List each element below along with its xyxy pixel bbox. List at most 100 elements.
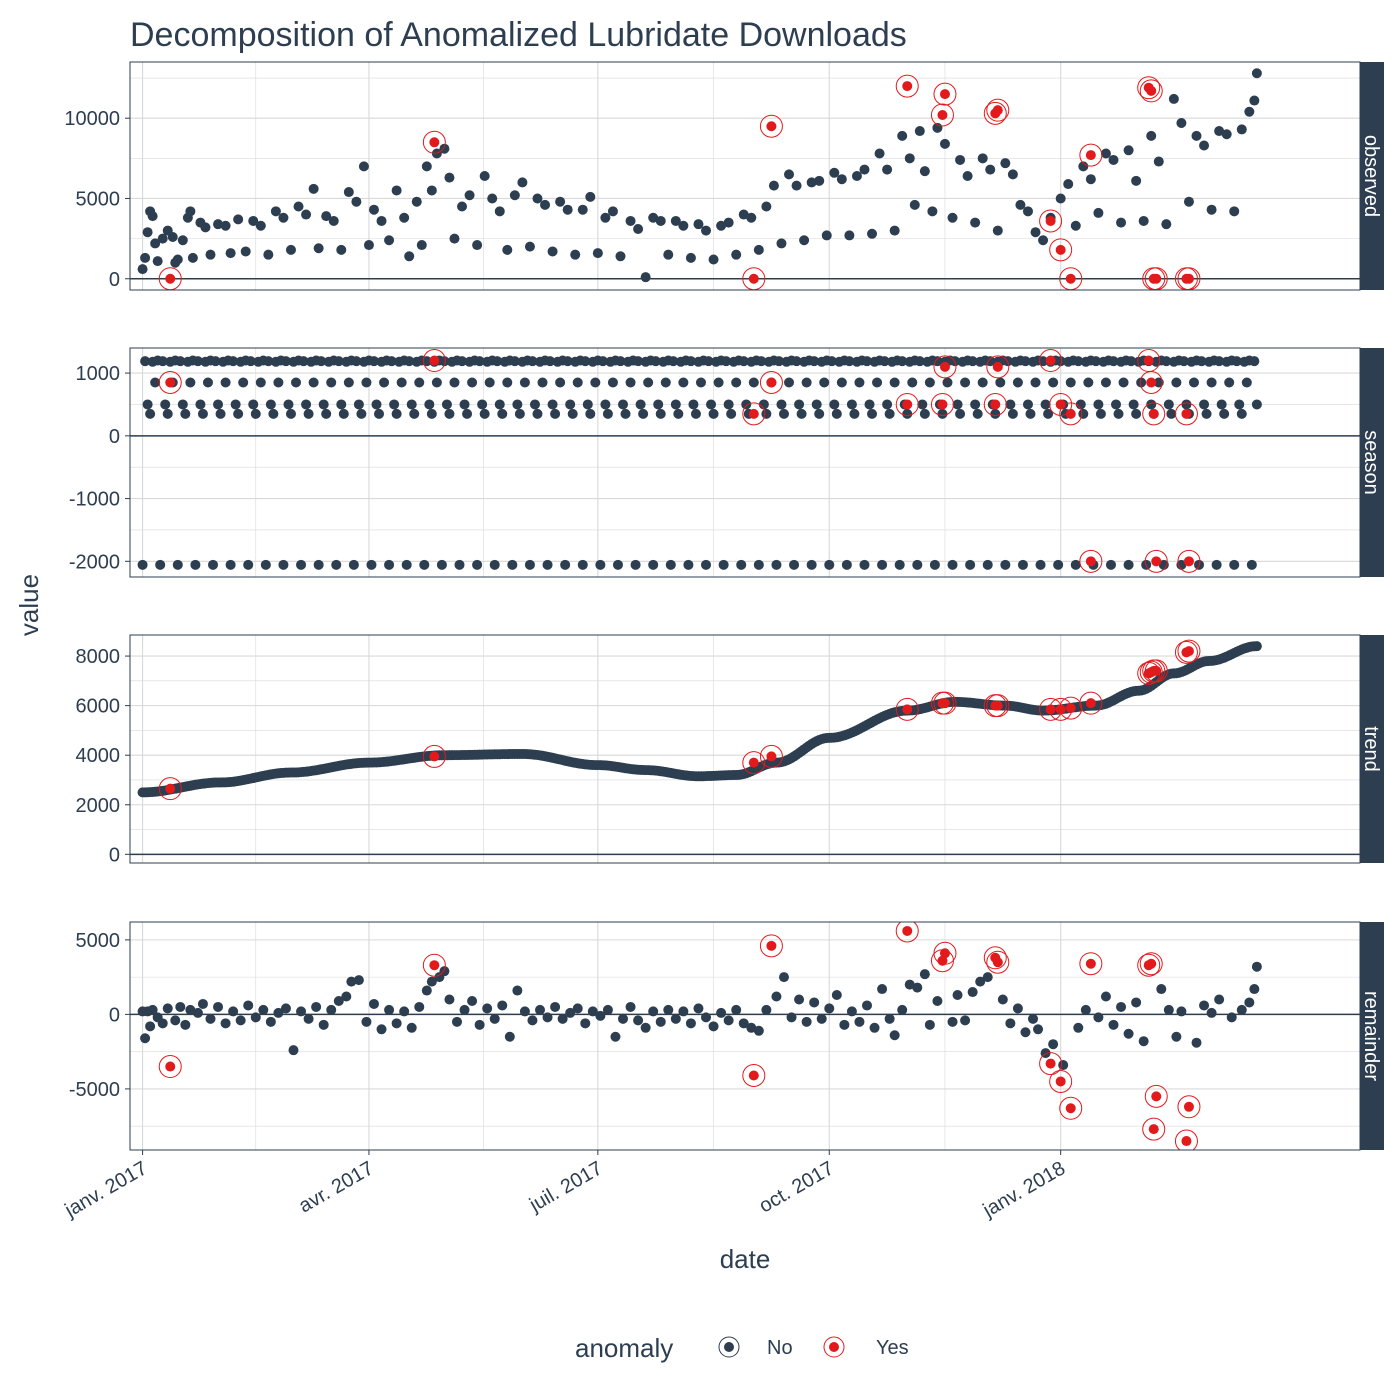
point-normal [1214, 126, 1225, 137]
point-normal [230, 399, 241, 410]
point-normal [1171, 1031, 1182, 1042]
point-normal [406, 399, 417, 410]
point-normal [1163, 1004, 1174, 1015]
point-normal [1030, 377, 1041, 388]
point-anomaly-ring [1144, 659, 1168, 683]
point-normal [509, 356, 520, 367]
point-normal [1156, 984, 1167, 995]
point-normal [849, 408, 860, 419]
point-normal [464, 190, 475, 201]
point-normal [160, 399, 171, 410]
point-normal [841, 559, 852, 570]
point-normal [213, 219, 224, 230]
point-normal [157, 1018, 168, 1029]
point-anomaly-ring [158, 1055, 182, 1079]
y-tick-label: 10000 [64, 108, 120, 130]
point-normal [859, 559, 870, 570]
legend-key-yes-dot [829, 1342, 839, 1352]
point-normal [439, 356, 450, 367]
facet-strip [1360, 62, 1384, 290]
point-normal [831, 990, 842, 1001]
point-normal [1123, 145, 1134, 156]
point-normal [439, 143, 450, 154]
point-normal [673, 408, 684, 419]
point-normal [288, 1045, 299, 1056]
x-tick-label: avr. 2017 [295, 1157, 377, 1217]
point-normal [753, 559, 764, 570]
point-normal [884, 408, 895, 419]
point-normal [738, 1018, 749, 1029]
point-anomaly [748, 757, 759, 768]
point-anomaly [1146, 958, 1157, 969]
point-normal [426, 976, 437, 987]
point-normal [678, 220, 689, 231]
point-normal [172, 559, 183, 570]
point-anomaly-ring [895, 74, 919, 98]
point-normal [889, 1030, 900, 1041]
point-normal [655, 408, 666, 419]
point-normal [1022, 399, 1033, 410]
point-anomaly-ring [1049, 238, 1073, 262]
point-normal [882, 399, 893, 410]
point-normal [897, 1004, 908, 1015]
point-normal [180, 1019, 191, 1030]
point-anomaly [766, 940, 777, 951]
point-normal [1022, 206, 1033, 217]
point-normal [1166, 408, 1177, 419]
point-normal [1224, 377, 1235, 388]
point-normal [894, 559, 905, 570]
point-normal [1073, 1022, 1084, 1033]
point-normal [1108, 1019, 1119, 1030]
point-normal [648, 1006, 659, 1017]
point-normal [1244, 997, 1255, 1008]
point-normal [210, 356, 221, 367]
point-normal [1070, 220, 1081, 231]
point-normal [826, 356, 837, 367]
point-normal [1246, 559, 1257, 570]
point-normal [303, 1013, 314, 1024]
point-anomaly [429, 355, 440, 366]
point-normal [889, 225, 900, 236]
point-normal [343, 377, 354, 388]
point-normal [1005, 399, 1016, 410]
point-normal [982, 972, 993, 983]
point-normal [467, 995, 478, 1006]
point-normal [331, 559, 342, 570]
point-normal [366, 559, 377, 570]
point-normal [1100, 377, 1111, 388]
point-normal [831, 408, 842, 419]
point-normal [197, 408, 208, 419]
point-anomaly-ring [1049, 1069, 1073, 1093]
panel-background [130, 922, 1360, 1150]
point-normal [243, 1000, 254, 1011]
y-tick-label: 0 [109, 1004, 120, 1026]
point-normal [773, 356, 784, 367]
point-normal [386, 356, 397, 367]
point-normal [789, 559, 800, 570]
point-normal [358, 161, 369, 172]
point-normal [1033, 1024, 1044, 1035]
point-anomaly-ring [895, 392, 919, 416]
point-normal [567, 408, 578, 419]
point-anomaly-ring [1177, 549, 1201, 573]
point-normal [562, 356, 573, 367]
point-anomaly [165, 783, 176, 794]
point-normal [786, 1012, 797, 1023]
point-normal [1075, 399, 1086, 410]
point-normal [615, 356, 626, 367]
x-tick-label: juil. 2017 [525, 1157, 606, 1217]
point-normal [454, 559, 465, 570]
point-normal [1028, 1013, 1039, 1024]
point-normal [997, 994, 1008, 1005]
point-normal [663, 249, 674, 260]
point-normal [185, 206, 196, 217]
point-normal [472, 559, 483, 570]
point-anomaly-ring [1174, 640, 1198, 664]
panel-points [137, 922, 1262, 1150]
point-normal [175, 356, 186, 367]
point-normal [162, 1003, 173, 1014]
point-normal [1201, 408, 1212, 419]
point-normal [492, 356, 503, 367]
point-normal [147, 1004, 158, 1015]
point-normal [665, 559, 676, 570]
